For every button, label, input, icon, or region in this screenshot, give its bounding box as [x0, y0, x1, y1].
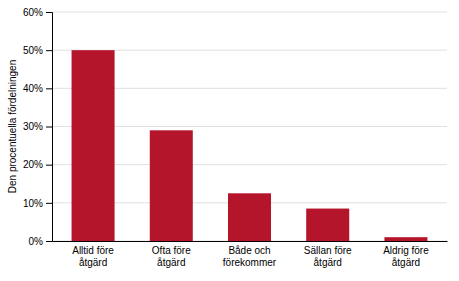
chart-container: 0%10%20%30%40%50%60%Alltid föreåtgärdOft…: [0, 0, 459, 281]
grid-line: [52, 12, 447, 13]
x-tick-label-line: Alltid före: [72, 245, 114, 256]
y-tick-mark: [46, 127, 52, 128]
x-tick: Aldrig föreåtgärd: [383, 245, 429, 268]
x-tick-label: Aldrig föreåtgärd: [383, 245, 429, 268]
x-axis-line: [53, 241, 448, 242]
x-tick-label-line: förekommer: [223, 257, 277, 268]
y-axis-line: [46, 13, 53, 242]
y-tick-mark: [46, 241, 52, 242]
x-tick-label-line: Aldrig före: [383, 245, 429, 256]
y-tick: 10%: [23, 198, 52, 209]
x-tick-label-line: åtgärd: [157, 257, 185, 268]
bar: [72, 50, 115, 241]
y-tick: 30%: [23, 121, 52, 132]
y-tick: 60%: [23, 7, 52, 18]
y-tick-label: 50%: [23, 45, 43, 56]
x-tick-label-line: åtgärd: [314, 257, 342, 268]
x-tick-label: Både ochförekommer: [223, 245, 277, 268]
y-tick-mark: [46, 88, 52, 89]
x-tick: Alltid föreåtgärd: [72, 245, 114, 268]
x-tick-label: Sällan föreåtgärd: [304, 245, 352, 268]
y-tick-mark: [46, 165, 52, 166]
x-tick: Sällan föreåtgärd: [304, 245, 352, 268]
y-tick-mark: [46, 203, 52, 204]
y-tick: 50%: [23, 45, 52, 56]
y-tick-mark: [46, 12, 52, 13]
y-axis-title: Den procentuella fördelningen: [7, 60, 18, 193]
grid: [52, 12, 447, 241]
chart-svg: 0%10%20%30%40%50%60%Alltid föreåtgärdOft…: [0, 0, 459, 281]
y-tick-label: 20%: [23, 159, 43, 170]
y-tick-label: 40%: [23, 83, 43, 94]
bar: [228, 193, 271, 241]
x-tick-label-line: Både och: [228, 245, 270, 256]
bar: [306, 209, 349, 241]
x-tick: Ofta föreåtgärd: [152, 245, 191, 268]
x-tick-label: Alltid föreåtgärd: [72, 245, 114, 268]
y-tick-label: 60%: [23, 7, 43, 18]
y-axis: 0% 10% 20% 30% 40% 50% 60%: [23, 7, 53, 247]
bar: [150, 130, 193, 241]
x-tick: Både ochförekommer: [223, 245, 277, 268]
y-tick-mark: [46, 50, 52, 51]
x-axis: Alltid föreåtgärdOfta föreåtgärdBåde och…: [53, 242, 448, 268]
y-tick: 40%: [23, 83, 52, 94]
y-tick-label: 0%: [29, 236, 44, 247]
x-tick-label-line: Sällan före: [304, 245, 352, 256]
bar: [384, 237, 427, 241]
x-tick-label-line: Ofta före: [152, 245, 191, 256]
y-tick: 20%: [23, 159, 52, 170]
x-tick-label-line: åtgärd: [392, 257, 420, 268]
bars: [72, 50, 428, 241]
y-tick-label: 10%: [23, 198, 43, 209]
y-tick: 0%: [29, 236, 52, 247]
plot: 0%10%20%30%40%50%60%Alltid föreåtgärdOft…: [23, 7, 448, 268]
x-tick-label: Ofta föreåtgärd: [152, 245, 191, 268]
x-tick-label-line: åtgärd: [79, 257, 107, 268]
y-tick-label: 30%: [23, 121, 43, 132]
